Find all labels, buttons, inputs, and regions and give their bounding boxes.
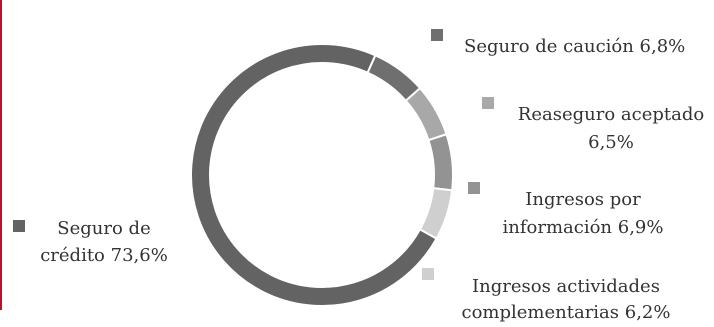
legend-marker-4 — [468, 182, 480, 194]
slice-label-2: Seguro de caución 6,8% — [464, 36, 685, 57]
slice-label-5-line-1: Ingresos actividades — [472, 276, 660, 297]
donut-slice-1 — [190, 43, 438, 307]
slice-label-4: Ingresos por información 6,9% — [503, 189, 664, 238]
slice-label-2-line-1: Seguro de caución 6,8% — [464, 36, 685, 57]
legend-marker-3 — [482, 97, 494, 109]
accent-edge — [0, 0, 2, 310]
slice-label-1: Seguro de crédito 73,6% — [40, 218, 168, 266]
slice-label-4-line-1: Ingresos por — [525, 189, 641, 210]
legend-marker-1 — [13, 220, 25, 232]
legend-marker-5 — [422, 268, 434, 280]
slice-label-1-line-2: crédito 73,6% — [40, 245, 168, 266]
slice-label-3: Reaseguro aceptado 6,5% — [518, 104, 704, 153]
slice-label-5-line-2: complementarias 6,2% — [462, 302, 671, 322]
slice-label-4-line-2: información 6,9% — [503, 217, 664, 238]
slice-label-3-line-1: Reaseguro aceptado — [518, 104, 704, 125]
donut-slice-4 — [427, 132, 454, 192]
legend-marker-2 — [431, 29, 443, 41]
donut-slice-3 — [404, 86, 448, 142]
slice-label-1-line-1: Seguro de — [57, 218, 150, 239]
slice-label-5: Ingresos actividades complementarias 6,2% — [462, 276, 671, 322]
slice-label-3-line-2: 6,5% — [588, 132, 634, 153]
